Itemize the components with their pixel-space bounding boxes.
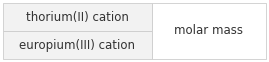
Bar xyxy=(3,3,152,31)
Text: europium(III) cation: europium(III) cation xyxy=(19,39,136,52)
Bar xyxy=(152,3,266,59)
Text: molar mass: molar mass xyxy=(175,24,243,38)
Text: thorium(II) cation: thorium(II) cation xyxy=(26,10,129,23)
Bar xyxy=(3,31,152,59)
